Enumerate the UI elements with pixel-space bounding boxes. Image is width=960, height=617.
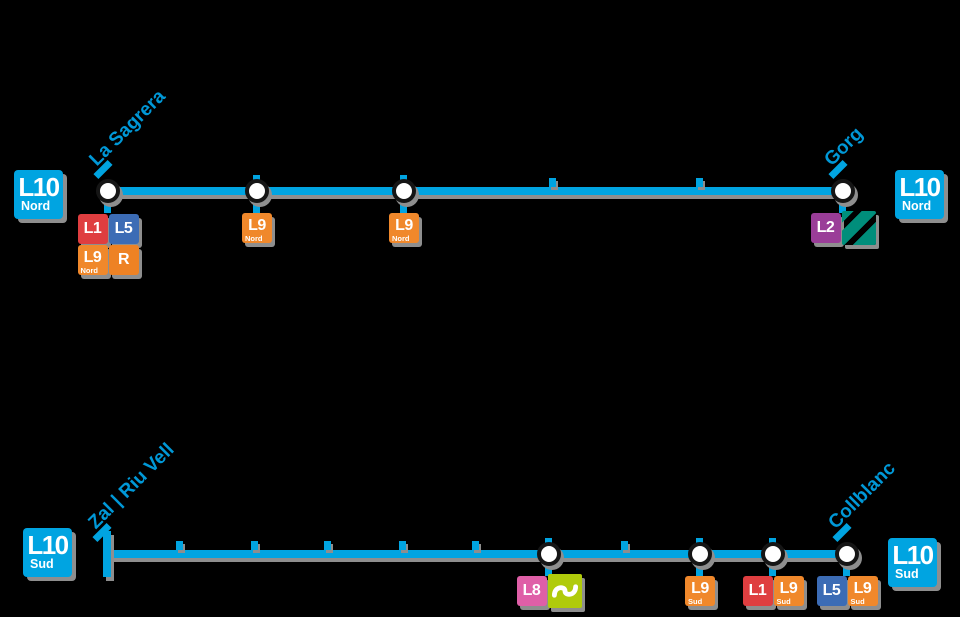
- station-badge-tick: [843, 558, 850, 576]
- badge-label: R: [117, 251, 130, 268]
- line-number-label: L10: [27, 530, 69, 560]
- line-number-label: L10: [892, 540, 934, 570]
- badge-l1: L1: [77, 214, 108, 244]
- line-branch-label: Sud: [895, 567, 919, 581]
- badge-label: L9: [395, 216, 413, 234]
- badge-label: L9: [691, 579, 709, 597]
- badge-sub-label: Sud: [850, 596, 865, 606]
- station-badge-tick: [696, 558, 703, 576]
- line-name-badge-right: L10 Nord: [895, 170, 944, 219]
- line-branch-label: Nord: [902, 199, 932, 213]
- station-marker: [392, 179, 416, 203]
- tram-icon: [841, 211, 876, 245]
- station-tick: [399, 541, 406, 550]
- badge-label: L8: [522, 582, 541, 599]
- station-tick: [549, 178, 556, 187]
- badge-l9-sud: L9 Sud: [685, 576, 715, 606]
- badge-label: L1: [83, 220, 102, 237]
- line-number-label: L10: [18, 172, 60, 202]
- line-name-badge-right: L10 Sud: [888, 538, 937, 587]
- station-marker: [761, 542, 785, 566]
- badge-l5: L5: [108, 214, 139, 244]
- station-marker: [537, 542, 561, 566]
- station-marker: [96, 179, 120, 203]
- badge-l9-nord: L9 Nord: [77, 245, 108, 275]
- station-marker: [688, 542, 712, 566]
- line-branch-label: Sud: [30, 557, 54, 571]
- station-tick: [472, 541, 479, 550]
- station-marker: [245, 179, 269, 203]
- badge-l1: L1: [742, 576, 773, 606]
- station-badge-tick: [104, 195, 111, 213]
- badge-l9-nord: L9 Nord: [389, 213, 419, 243]
- badge-label: L9: [853, 579, 872, 597]
- station-marker: [831, 179, 855, 203]
- line-number-label: L10: [899, 172, 941, 202]
- badge-l2: L2: [810, 213, 841, 243]
- station-badge-tick: [839, 195, 846, 213]
- badge-l9-nord: L9 Nord: [242, 213, 272, 243]
- badge-label: L9: [779, 579, 798, 597]
- fgc-icon: [547, 574, 582, 608]
- l10-nord-line: [108, 187, 846, 195]
- badge-label: L9: [248, 216, 266, 234]
- station-badge-tick: [769, 558, 776, 576]
- badge-l9-sud: L9 Sud: [773, 576, 804, 606]
- station-badge-tick: [400, 195, 407, 213]
- badge-label: L2: [816, 219, 835, 236]
- badge-sub-label: Sud: [776, 596, 791, 606]
- station-tick: [324, 541, 331, 550]
- terminus-end-bar: [103, 531, 111, 577]
- badge-l5: L5: [816, 576, 847, 606]
- badge-label: L9: [83, 248, 102, 266]
- badge-sub-label: Nord: [80, 265, 99, 275]
- badge-l9-sud: L9 Sud: [847, 576, 878, 606]
- line-name-badge-left: L10 Sud: [23, 528, 72, 577]
- station-badge-tick: [545, 558, 552, 576]
- badge-r: R: [108, 245, 139, 275]
- badge-label: L1: [748, 582, 767, 599]
- badge-l8: L8: [516, 576, 547, 606]
- badge-label: L5: [114, 220, 133, 237]
- station-tick: [696, 178, 703, 187]
- station-name: Zal | Riu Vell: [84, 439, 179, 534]
- line-branch-label: Nord: [21, 199, 51, 213]
- line-name-badge-left: L10 Nord: [14, 170, 63, 219]
- station-name: Collblanc: [824, 457, 900, 534]
- l10-sud-line: [107, 550, 850, 558]
- station-tick: [621, 541, 628, 550]
- station-badge-tick: [253, 195, 260, 213]
- badge-sub-label: Sud: [688, 596, 703, 606]
- station-tick: [251, 541, 258, 550]
- badge-label: L5: [822, 582, 841, 599]
- station-tick: [176, 541, 183, 550]
- badge-sub-label: Nord: [245, 233, 263, 243]
- badge-sub-label: Nord: [392, 233, 410, 243]
- station-marker: [835, 542, 859, 566]
